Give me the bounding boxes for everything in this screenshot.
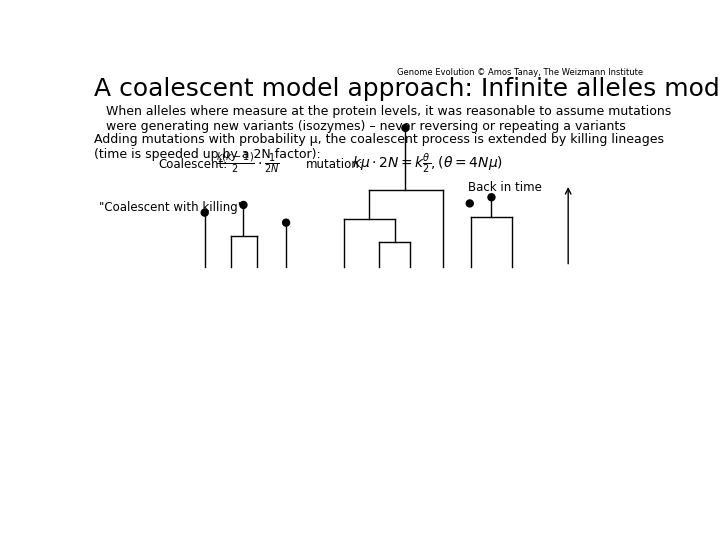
Text: $\frac{k(k-1)}{2} \cdot \frac{1}{2N}$: $\frac{k(k-1)}{2} \cdot \frac{1}{2N}$	[216, 151, 280, 176]
Text: $k\mu \cdot 2N = k\frac{\theta}{2},(\theta = 4N\mu)$: $k\mu \cdot 2N = k\frac{\theta}{2},(\the…	[352, 152, 503, 175]
Circle shape	[467, 200, 473, 207]
Text: "Coalescent with killing": "Coalescent with killing"	[99, 201, 243, 214]
Text: When alleles where measure at the protein levels, it was reasonable to assume mu: When alleles where measure at the protei…	[106, 105, 671, 133]
Circle shape	[402, 125, 409, 131]
Text: Genome Evolution © Amos Tanay, The Weizmann Institute: Genome Evolution © Amos Tanay, The Weizm…	[397, 68, 644, 77]
Circle shape	[240, 201, 247, 208]
Circle shape	[282, 219, 289, 226]
Text: Back in time: Back in time	[468, 181, 541, 194]
Text: Adding mutations with probability μ, the coalescent process is extended by killi: Adding mutations with probability μ, the…	[94, 132, 664, 160]
Text: mutation:: mutation:	[305, 158, 363, 171]
Text: Coalescent:: Coalescent:	[158, 158, 228, 171]
Circle shape	[488, 194, 495, 201]
Text: A coalescent model approach: Infinite alleles model: A coalescent model approach: Infinite al…	[94, 77, 720, 101]
Circle shape	[201, 209, 208, 216]
